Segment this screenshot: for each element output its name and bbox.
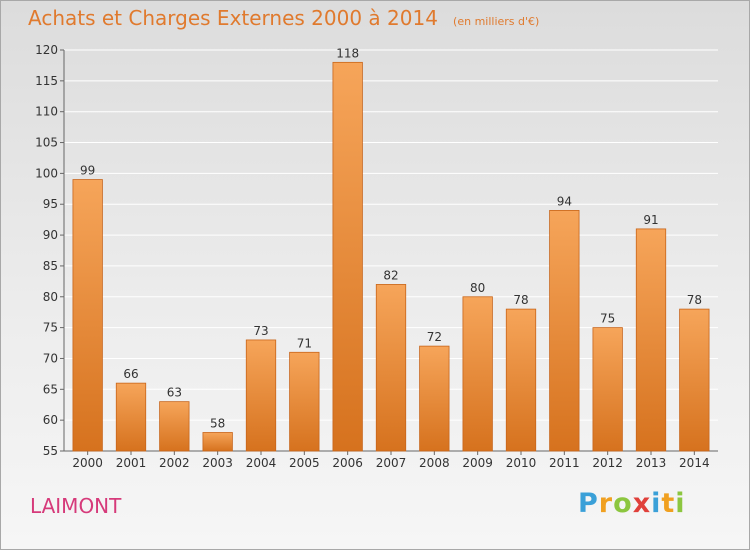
bar: [115, 382, 147, 452]
y-tick-label: 75: [43, 321, 58, 335]
y-tick-label: 85: [43, 259, 58, 273]
bar: [72, 179, 103, 452]
x-tick-label: 2002: [159, 456, 190, 470]
labels: 55 60 65 70 75 80 85 90 95 100 105 110 115 120 99 2000 6…: [35, 43, 710, 470]
chart-subtitle: (en milliers d'€): [453, 15, 540, 28]
logo-letter: i: [675, 488, 686, 519]
y-tick-label: 90: [43, 228, 58, 242]
place-name: LAIMONT: [30, 494, 122, 518]
bar-value-label: 58: [210, 416, 225, 430]
bar-value-label: 73: [253, 324, 268, 338]
bar-value-label: 99: [80, 164, 95, 178]
bar: [375, 284, 407, 452]
x-tick-label: 2010: [506, 456, 537, 470]
logo-letter: x: [632, 488, 652, 519]
logo-letter: r: [598, 488, 614, 519]
bar-value-label: 78: [513, 293, 528, 307]
y-tick-label: 65: [43, 382, 58, 396]
y-tick-label: 95: [43, 197, 58, 211]
bars: [72, 61, 710, 452]
bar: [245, 339, 277, 452]
bar: [289, 351, 320, 452]
x-tick-label: 2012: [592, 456, 623, 470]
title-row: Achats et Charges Externes 2000 à 2014 (…: [28, 6, 539, 30]
logo-letter: i: [651, 488, 662, 519]
x-tick-label: 2006: [332, 456, 363, 470]
y-tick-label: 100: [35, 166, 58, 180]
x-tick-label: 2011: [549, 456, 580, 470]
bar-value-label: 63: [167, 386, 182, 400]
bar-value-label: 82: [383, 268, 398, 282]
bar: [332, 61, 363, 452]
logo-letter: t: [661, 488, 676, 519]
x-tick-label: 2007: [376, 456, 407, 470]
bar-value-label: 118: [336, 46, 359, 60]
bar-value-label: 91: [643, 213, 658, 227]
x-tick-label: 2003: [202, 456, 233, 470]
x-tick-label: 2008: [419, 456, 450, 470]
chart-title: Achats et Charges Externes 2000 à 2014: [28, 6, 438, 30]
y-tick-label: 115: [35, 74, 58, 88]
bar-value-label: 78: [687, 293, 702, 307]
x-tick-label: 2014: [679, 456, 710, 470]
bar-value-label: 71: [297, 336, 312, 350]
bar-value-label: 66: [123, 367, 138, 381]
bar: [635, 228, 667, 452]
x-tick-label: 2001: [116, 456, 147, 470]
bar: [462, 296, 493, 452]
proxiti-logo[interactable]: Proxiti: [578, 488, 686, 519]
bar-value-label: 75: [600, 312, 615, 326]
y-tick-label: 120: [35, 43, 58, 57]
y-tick-label: 110: [35, 105, 58, 119]
x-tick-label: 2013: [636, 456, 667, 470]
logo-letter: P: [578, 488, 599, 519]
x-tick-label: 2004: [246, 456, 277, 470]
y-tick-label: 55: [43, 444, 58, 458]
bar: [592, 327, 623, 452]
bar: [419, 345, 450, 452]
bar-value-label: 80: [470, 281, 485, 295]
x-tick-label: 2000: [72, 456, 103, 470]
y-tick-label: 80: [43, 290, 58, 304]
bar: [549, 209, 580, 452]
bar-value-label: 94: [557, 194, 572, 208]
y-tick-label: 70: [43, 351, 58, 365]
bar: [202, 432, 233, 452]
x-tick-label: 2005: [289, 456, 320, 470]
bar: [505, 308, 537, 452]
bar-value-label: 72: [427, 330, 442, 344]
y-tick-label: 105: [35, 136, 58, 150]
bar: [159, 401, 190, 452]
y-tick-label: 60: [43, 413, 58, 427]
logo-letter: o: [613, 488, 633, 519]
bar: [679, 308, 710, 452]
x-tick-label: 2009: [462, 456, 493, 470]
